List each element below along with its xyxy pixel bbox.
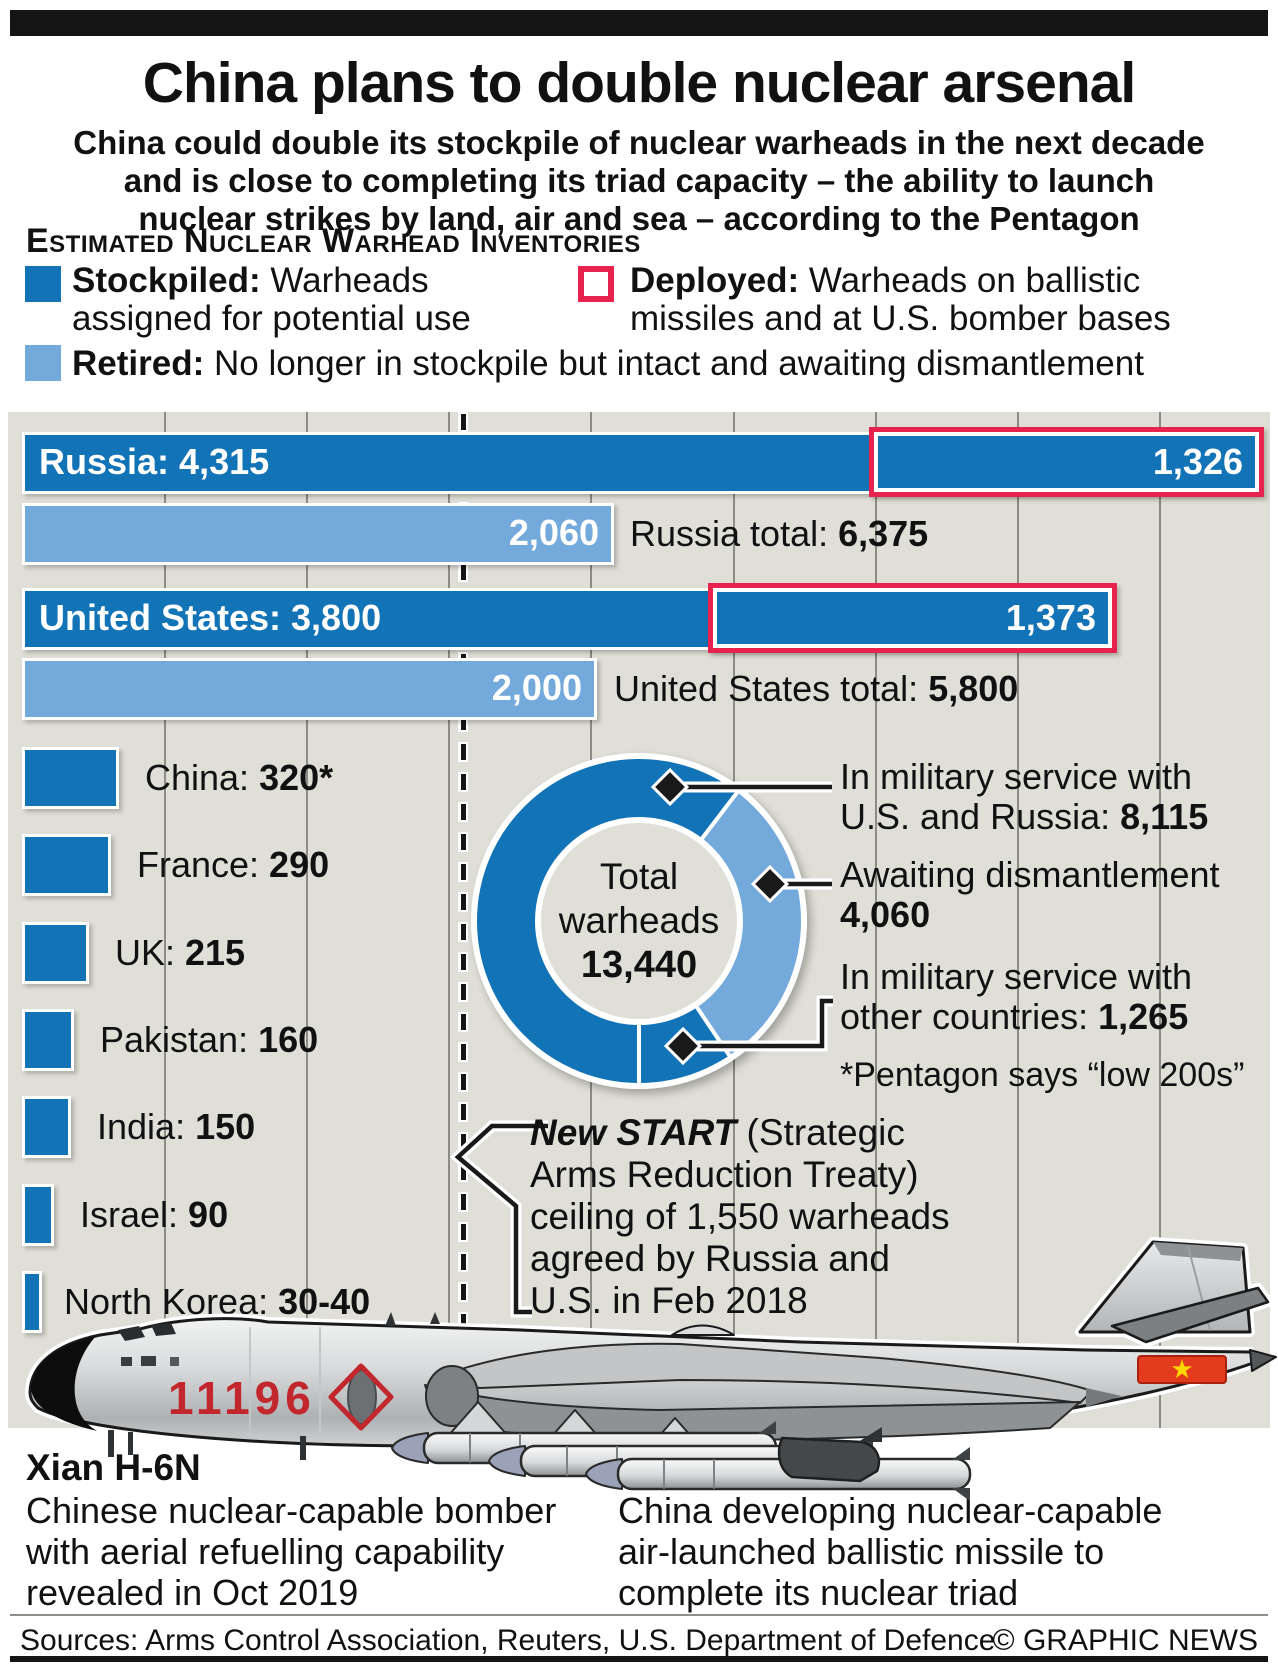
- russia-retired-bar: 2,060: [22, 503, 614, 565]
- page-subtitle: China could double its stockpile of nucl…: [0, 124, 1278, 238]
- us-total-value: 5,800: [928, 668, 1019, 709]
- gear-pod: [777, 1436, 881, 1483]
- france-label: France: 290: [137, 844, 330, 885]
- legend-retired-desc: No longer in stockpile but intact and aw…: [204, 344, 1144, 383]
- tailplane: [1110, 1286, 1270, 1344]
- gear-strut: [108, 1430, 114, 1457]
- north-korea-bar: [22, 1271, 42, 1333]
- spine-fairing: [671, 1324, 735, 1336]
- donut-center-total: 13,440: [580, 944, 698, 986]
- tail-number: 11196: [168, 1372, 316, 1424]
- india-label: India: 150: [97, 1106, 256, 1147]
- cockpit-window: [118, 1326, 145, 1341]
- insignia-star-icon: ★: [1170, 1354, 1193, 1384]
- callout-other-countries: In military service with other countries…: [840, 956, 1193, 1037]
- russia-total-value: 6,375: [838, 513, 929, 554]
- us-deployed-value: 1,373: [717, 592, 1108, 644]
- us-total: United States total: 5,800: [614, 658, 1018, 720]
- gear-strut: [128, 1432, 133, 1455]
- sources-line: Sources: Arms Control Association, Reute…: [20, 1624, 996, 1657]
- legend-retired-term: Retired:: [72, 344, 205, 383]
- india-bar: [22, 1096, 71, 1158]
- stockpiled-swatch-icon: [25, 266, 61, 302]
- russia-deployed-box: 1,326: [869, 427, 1264, 497]
- us-deployed-box: 1,373: [708, 583, 1117, 653]
- callout-dismantlement: Awaiting dismantlement 4,060: [840, 854, 1220, 935]
- russia-total-prefix: Russia total:: [630, 513, 839, 554]
- pakistan-label: Pakistan: 160: [100, 1019, 319, 1060]
- engine-intake: [425, 1365, 479, 1427]
- donut-center-line: warheads: [558, 900, 720, 941]
- russia-retired-value: 2,060: [508, 512, 599, 553]
- china-label: China: 320*: [145, 757, 334, 798]
- legend-stockpiled: Stockpiled: Warheads assigned for potent…: [72, 262, 512, 338]
- legend-deployed-desc: Warheads on ballistic missiles and at U.…: [630, 261, 1171, 338]
- donut-center: Total warheads 13,440: [535, 817, 743, 1025]
- engine-exhaust: [1086, 1388, 1122, 1407]
- russia-bar-label: Russia: 4,315: [39, 441, 270, 482]
- gridline: [448, 412, 450, 1428]
- donut-ring: Total warheads 13,440: [471, 753, 807, 1089]
- russia-deployed-value: 1,326: [878, 436, 1255, 488]
- gridline: [1159, 412, 1161, 1428]
- france-bar: [22, 834, 111, 896]
- red-diamond-emblem: [328, 1363, 394, 1431]
- callout-us-russia: In military service with U.S. and Russia…: [840, 756, 1209, 837]
- xian-h6n-bomber-illustration: 11196 ★: [25, 1237, 1277, 1503]
- china-bar: [22, 747, 119, 809]
- subtitle-line: nuclear strikes by land, air and sea – a…: [138, 200, 1140, 237]
- retired-swatch-icon: [25, 345, 61, 381]
- legend-deployed: Deployed: Warheads on ballistic missiles…: [630, 262, 1190, 338]
- uk-label: UK: 215: [115, 932, 246, 973]
- bottom-rule: [10, 1656, 1268, 1662]
- us-total-prefix: United States total:: [614, 668, 929, 709]
- pentagon-footnote: *Pentagon says “low 200s”: [840, 1056, 1245, 1094]
- donut-center-line: Total: [599, 856, 679, 897]
- gridline: [1017, 412, 1019, 1428]
- china-insignia-icon: [1137, 1355, 1227, 1384]
- credit-line: © GRAPHIC NEWS: [992, 1624, 1258, 1657]
- nose-radome: [31, 1336, 97, 1431]
- gridline: [875, 412, 877, 1428]
- top-rule: [10, 10, 1268, 36]
- new-start-note: New START (Strategic Arms Reduction Trea…: [530, 1112, 950, 1321]
- antenna: [385, 1312, 396, 1326]
- gear-strut: [300, 1436, 306, 1460]
- deployed-swatch-icon: [578, 266, 614, 302]
- new-start-ceiling-line: [461, 412, 466, 1428]
- legend-deployed-term: Deployed:: [630, 261, 800, 300]
- subtitle-line: China could double its stockpile of nucl…: [73, 124, 1205, 161]
- antenna: [430, 1312, 440, 1324]
- us-retired-bar: 2,000: [22, 658, 597, 720]
- subtitle-line: and is close to completing its triad cap…: [123, 162, 1155, 199]
- legend-stockpiled-desc: Warheads assigned for potential use: [72, 261, 471, 338]
- wing-upper: [429, 1342, 1093, 1404]
- caption-left: Chinese nuclear-capable bomber with aeri…: [26, 1490, 557, 1613]
- legend-retired: Retired: No longer in stockpile but inta…: [72, 345, 1262, 383]
- page-title: China plans to double nuclear arsenal: [142, 51, 1136, 115]
- uk-bar: [22, 922, 89, 984]
- israel-bar: [22, 1184, 54, 1246]
- pakistan-bar: [22, 1009, 74, 1071]
- israel-label: Israel: 90: [80, 1194, 229, 1235]
- footer-divider: [10, 1614, 1268, 1616]
- us-bar-label: United States: 3,800: [39, 597, 382, 638]
- us-retired-value: 2,000: [491, 667, 582, 708]
- section-heading: Estimated Nuclear Warhead Inventories: [26, 222, 641, 260]
- gridline: [164, 412, 166, 1428]
- legend-stockpiled-term: Stockpiled:: [72, 261, 261, 300]
- tail-cone: [1249, 1349, 1277, 1372]
- gridline: [306, 412, 308, 1428]
- cockpit-window: [151, 1323, 176, 1336]
- russia-total: Russia total: 6,375: [630, 503, 928, 565]
